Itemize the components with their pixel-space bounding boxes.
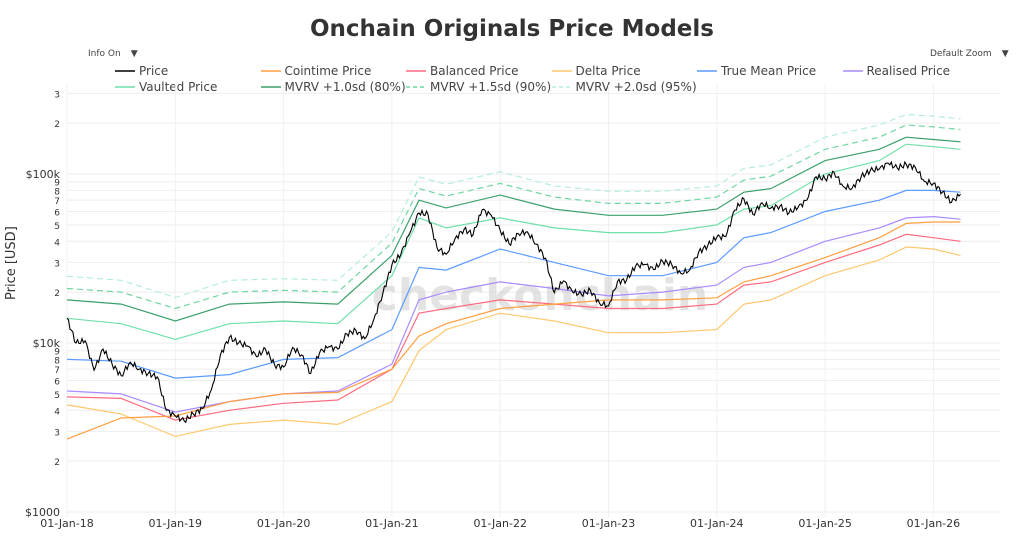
series-line-mvrv-2-0sd-95-	[66, 113, 961, 299]
x-tick-label: 01-Jan-25	[798, 517, 852, 530]
y-tick-label: $10k	[33, 337, 61, 350]
legend-label: Balanced Price	[430, 64, 519, 78]
x-tick-label: 01-Jan-21	[365, 517, 419, 530]
legend-swatch-icon	[697, 70, 717, 72]
legend-item[interactable]: Cointime Price	[260, 64, 372, 78]
legend-label: Delta Price	[575, 64, 641, 78]
legend-item[interactable]: Vaulted Price	[115, 80, 217, 94]
y-tick-label: 7	[54, 366, 60, 376]
y-tick-label: 5	[54, 391, 60, 401]
x-tick-label: 01-Jan-26	[907, 517, 961, 530]
legend-item[interactable]: Delta Price	[551, 64, 641, 78]
y-tick-label: 3	[54, 428, 60, 438]
legend-swatch-icon	[260, 86, 281, 88]
series-line-vaulted-price	[66, 143, 961, 341]
x-tick-label: 01-Jan-23	[582, 517, 636, 530]
y-tick-label: 8	[54, 187, 60, 197]
y-tick-label: 9	[54, 348, 60, 358]
legend-item[interactable]: MVRV +1.0sd (80%)	[260, 80, 406, 94]
x-tick-label: 01-Jan-20	[257, 517, 311, 530]
zoom-label: Default Zoom	[930, 49, 992, 59]
legend-swatch-icon	[406, 70, 426, 72]
watermark: checkonchain	[372, 270, 708, 321]
legend-item[interactable]: Price	[115, 64, 168, 78]
series-line-true-mean-price	[66, 189, 961, 379]
chevron-down-icon: ▼	[130, 49, 138, 59]
y-tick-label: 2	[54, 120, 60, 130]
legend-item[interactable]: MVRV +1.5sd (90%)	[406, 80, 551, 94]
y-tick-label: $100k	[26, 168, 61, 181]
y-tick-label: 6	[54, 208, 60, 218]
x-tick-label: 01-Jan-24	[690, 517, 744, 530]
y-tick-label: 9	[54, 179, 60, 189]
legend-item[interactable]: True Mean Price	[697, 64, 816, 78]
chart-title: Onchain Originals Price Models	[310, 16, 714, 42]
y-tick-label: 4	[54, 238, 60, 248]
legend-item[interactable]: Balanced Price	[406, 64, 519, 78]
series-line-mvrv-1-0sd-80-	[66, 136, 961, 322]
legend-label: Price	[139, 64, 169, 78]
legend-swatch-icon	[260, 70, 281, 72]
info-toggle-label: Info On	[88, 49, 121, 59]
info-toggle-dropdown[interactable]: Info On ▼	[88, 49, 138, 59]
x-tick-label: 01-Jan-19	[149, 517, 203, 530]
legend-swatch-icon	[115, 86, 135, 88]
legend-swatch-icon	[551, 70, 572, 72]
series-line-cointime-price	[66, 221, 961, 440]
legend-swatch-icon	[406, 86, 426, 88]
legend-label: Realised Price	[866, 64, 951, 78]
y-tick-label: 6	[54, 377, 60, 387]
legend-item[interactable]: MVRV +2.0sd (95%)	[551, 80, 697, 94]
legend-swatch-icon	[842, 70, 863, 72]
legend-label: MVRV +1.0sd (80%)	[284, 80, 406, 94]
y-tick-label: 7	[54, 197, 60, 207]
y-tick-label: 2	[54, 458, 60, 468]
legend-swatch-icon	[551, 86, 572, 88]
y-tick-label: 4	[54, 407, 60, 417]
legend-label: True Mean Price	[721, 64, 817, 78]
y-tick-label: $1000	[25, 506, 60, 519]
legend-item[interactable]: Realised Price	[842, 64, 951, 78]
y-tick-label: 3	[54, 259, 60, 269]
zoom-dropdown[interactable]: Default Zoom ▼	[930, 49, 1009, 59]
y-tick-label: 5	[54, 222, 60, 232]
y-tick-label: 8	[54, 356, 60, 366]
series-line-delta-price	[66, 246, 961, 438]
series-line-price	[66, 160, 961, 424]
x-tick-label: 01-Jan-18	[40, 517, 94, 530]
legend-label: MVRV +2.0sd (95%)	[575, 80, 697, 94]
chevron-down-icon: ▼	[1001, 49, 1009, 59]
legend-label: Cointime Price	[284, 64, 372, 78]
series-line-mvrv-1-5sd-90-	[66, 124, 961, 310]
legend-label: MVRV +1.5sd (90%)	[430, 80, 552, 94]
y-tick-label: 3	[54, 90, 60, 100]
y-tick-label: 2	[54, 289, 60, 299]
x-tick-label: 01-Jan-22	[473, 517, 527, 530]
legend-label: Vaulted Price	[139, 80, 218, 94]
legend-swatch-icon	[115, 70, 135, 72]
